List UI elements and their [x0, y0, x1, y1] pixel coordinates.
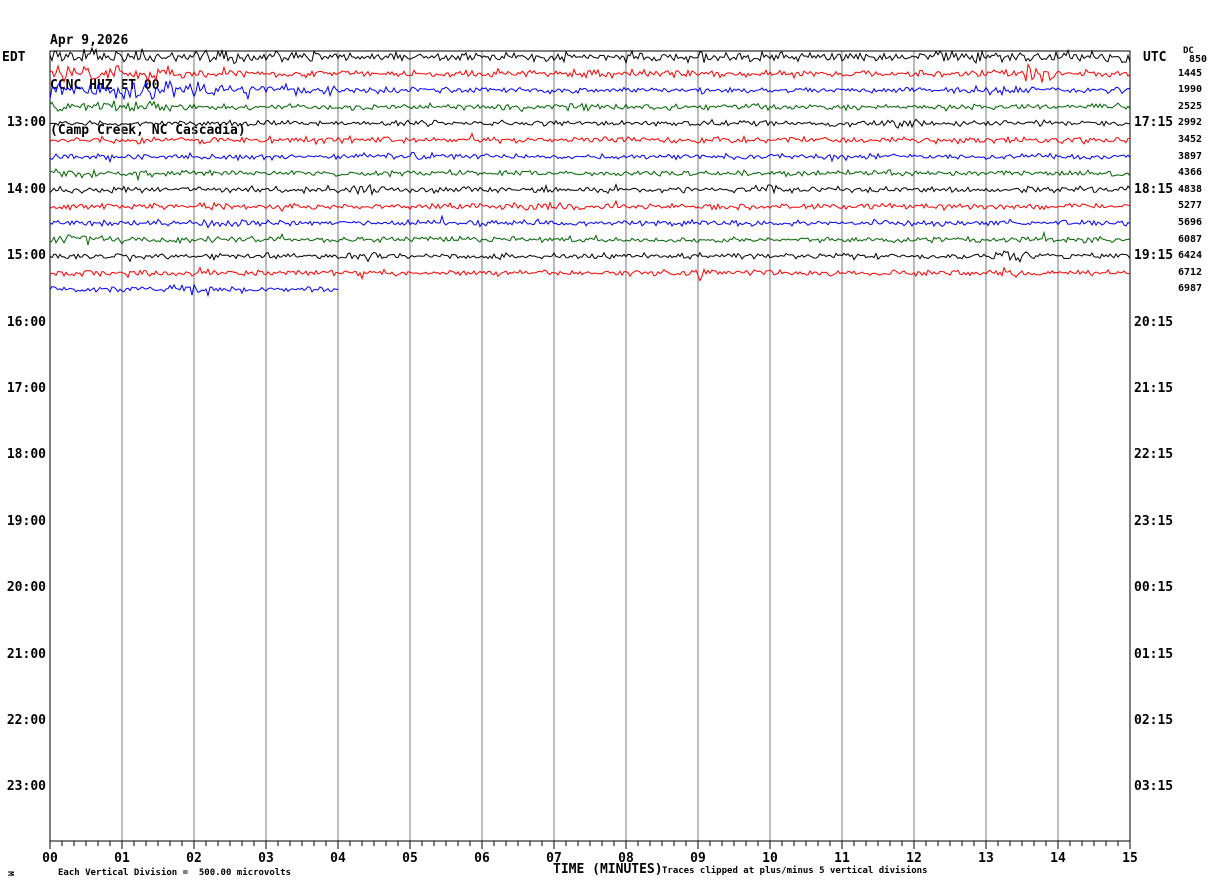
trace-offset-value: 5277	[1178, 200, 1203, 212]
trace-offset-value: 4838	[1178, 183, 1203, 195]
x-tick-label: 11	[834, 851, 850, 866]
seismic-trace	[49, 199, 1131, 213]
dc-value: 850	[1189, 54, 1208, 65]
left-timezone-label: EDT	[2, 50, 26, 65]
seismic-trace	[49, 100, 1131, 113]
trace-offset-value: 1445	[1178, 67, 1203, 79]
seismic-trace	[49, 46, 1131, 65]
trace-offset-value: 2992	[1178, 117, 1203, 129]
seismic-trace	[49, 250, 1131, 263]
right-hour-label: 02:15	[1134, 713, 1174, 728]
left-hour-label: 13:00	[6, 115, 46, 131]
right-hour-label: 20:15	[1134, 314, 1174, 330]
x-tick-label: 07	[546, 851, 562, 866]
x-tick-label: 13	[978, 851, 994, 866]
trace-offset-value: 6424	[1178, 250, 1203, 262]
left-hour-label: 22:00	[6, 713, 46, 728]
right-hour-label: 18:15	[1134, 181, 1174, 197]
trace-offset-value: 6712	[1178, 266, 1203, 278]
trace-offset-value: 1990	[1178, 84, 1203, 96]
x-tick-label: 03	[258, 851, 274, 866]
x-tick-label: 12	[906, 851, 922, 866]
trace-offset-value: 3452	[1178, 134, 1203, 145]
right-hour-label: 01:15	[1134, 646, 1174, 662]
seismic-trace	[49, 230, 1131, 246]
x-tick-label: 06	[474, 851, 490, 866]
right-hour-label: 19:15	[1134, 248, 1174, 264]
trace-offset-value: 5696	[1178, 217, 1203, 228]
x-tick-label: 09	[690, 851, 706, 866]
trace-offset-value: 6987	[1178, 283, 1203, 295]
vertical-division-note: Each Vertical Division = 500.00 microvol…	[58, 868, 291, 878]
seismic-trace	[49, 151, 1131, 164]
left-hour-label: 19:00	[6, 513, 46, 529]
left-hour-label: 21:00	[6, 646, 46, 662]
seismic-trace	[49, 182, 1131, 197]
seismic-trace	[50, 168, 1131, 182]
seismic-trace	[49, 214, 1131, 229]
header-location: (Camp Creek, NC Cascadia)	[50, 123, 246, 138]
trace-offset-value: 2525	[1178, 100, 1203, 112]
x-tick-label: 02	[186, 851, 202, 866]
right-hour-label: 23:15	[1134, 513, 1174, 529]
left-hour-label: 18:00	[6, 447, 46, 463]
clip-note: Traces clipped at plus/minus 5 vertical …	[662, 866, 928, 876]
right-hour-label: 03:15	[1134, 779, 1174, 795]
left-hour-label: 17:00	[6, 381, 46, 396]
header-block: Apr 9,2026 CCNC HHZ ET 00 (Camp Creek, N…	[50, 3, 246, 168]
seismic-trace	[49, 283, 339, 298]
seismic-trace	[49, 79, 1131, 101]
seismic-trace	[49, 266, 1131, 282]
x-tick-label: 04	[330, 851, 346, 866]
x-tick-label: 08	[618, 851, 634, 866]
right-hour-label: 00:15	[1134, 580, 1174, 596]
seismic-trace	[49, 118, 1131, 129]
x-tick-label: 15	[1122, 851, 1138, 866]
x-axis-title: TIME (MINUTES)	[553, 862, 663, 877]
x-tick-label: 01	[114, 851, 130, 866]
left-hour-label: 20:00	[6, 580, 46, 596]
trace-offset-value: 4366	[1178, 167, 1203, 179]
corner-mark: M	[5, 871, 15, 876]
seismic-trace	[49, 132, 1131, 146]
right-timezone-label: UTC	[1143, 50, 1167, 65]
right-hour-label: 17:15	[1134, 115, 1174, 131]
left-hour-label: 14:00	[6, 181, 46, 197]
header-date: Apr 9,2026	[50, 33, 129, 48]
trace-offset-value: 3897	[1178, 150, 1203, 162]
trace-offset-value: 6087	[1178, 233, 1203, 245]
right-hour-label: 22:15	[1134, 447, 1174, 463]
x-tick-label: 05	[402, 851, 418, 866]
seismic-trace	[49, 63, 1131, 84]
x-tick-label: 10	[762, 851, 778, 866]
right-hour-label: 21:15	[1134, 381, 1174, 396]
x-tick-label: 00	[42, 851, 58, 866]
dc-label: DC	[1183, 46, 1194, 56]
x-tick-label: 14	[1050, 851, 1066, 866]
left-hour-label: 16:00	[6, 314, 46, 330]
left-hour-label: 15:00	[6, 248, 46, 264]
left-hour-label: 23:00	[6, 779, 46, 795]
